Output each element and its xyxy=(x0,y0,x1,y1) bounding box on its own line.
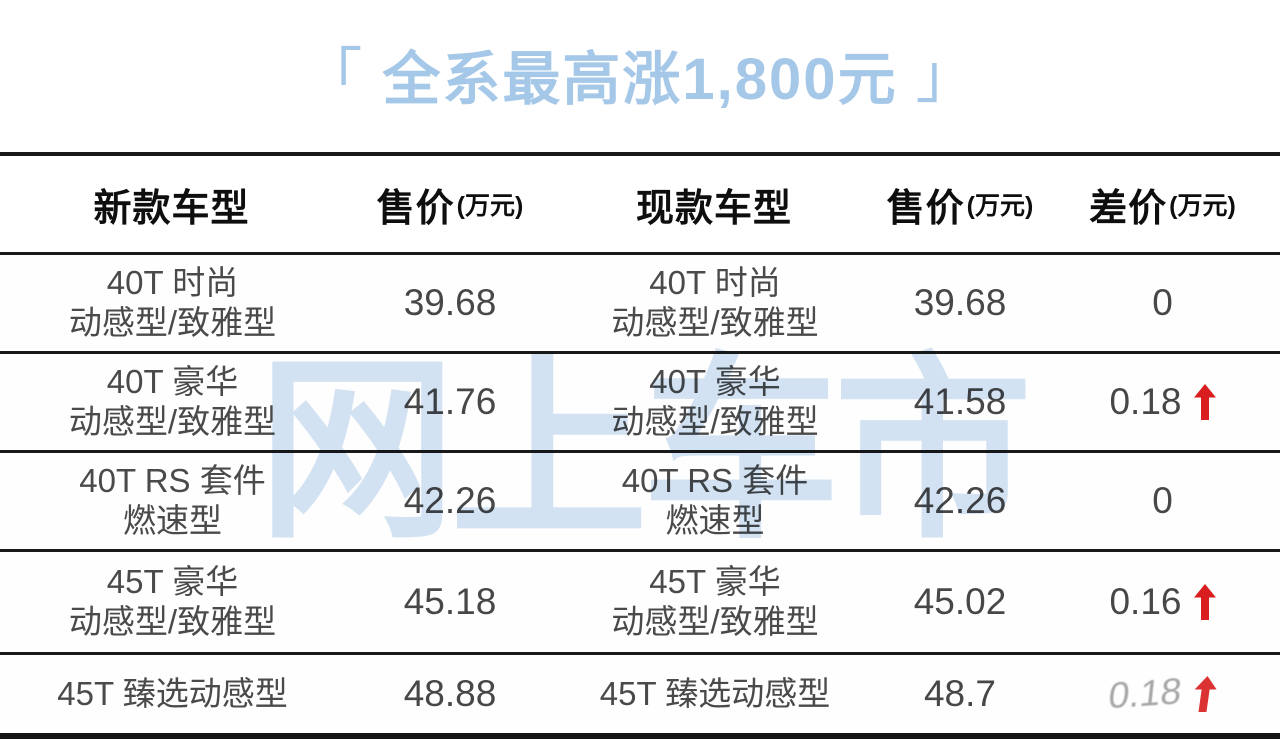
current-model-cell: 40T 时尚 动感型/致雅型 xyxy=(611,263,819,341)
current-model-cell: 45T 豪华 动感型/致雅型 xyxy=(611,562,819,640)
header-current-model: 现款车型 xyxy=(635,187,792,230)
up-arrow-icon xyxy=(1191,676,1218,712)
table-row: 40T 豪华 动感型/致雅型 41.76 40T 豪华 动感型/致雅型 41.5… xyxy=(0,354,1280,453)
price-table: 新款车型 售价 (万元) 现款车型 售价 (万元) 差价 (万元) 40T 时尚 动感… xyxy=(0,152,1280,739)
diff-cell: 0 xyxy=(1045,255,1280,351)
new-model-cell: 40T RS 套件 燃速型 xyxy=(79,461,266,539)
up-arrow-icon xyxy=(1193,384,1216,420)
current-price-cell: 41.58 xyxy=(913,381,1007,422)
diff-value: 0.18 xyxy=(1109,381,1182,422)
header-price-diff: 差价 (万元) xyxy=(1089,187,1236,230)
diff-cell: 0.16 xyxy=(1045,552,1280,652)
price-table-body: 40T 时尚 动感型/致雅型 39.68 40T 时尚 动感型/致雅型 39.6… xyxy=(0,255,1280,739)
table-row: 45T 豪华 动感型/致雅型 45.18 45T 豪华 动感型/致雅型 45.0… xyxy=(0,552,1280,655)
diff-value: 0 xyxy=(1152,282,1173,323)
current-price-cell: 39.68 xyxy=(913,282,1007,323)
diff-value: 0.18 xyxy=(1107,670,1185,717)
page-title: 「全系最高涨1,800元」 xyxy=(0,30,1280,117)
diff-cell: 0.18 xyxy=(1045,354,1280,450)
new-price-cell: 41.76 xyxy=(403,381,497,422)
diff-cell: 0.18 xyxy=(1045,655,1280,733)
bracket-right-icon: 」 xyxy=(915,43,978,110)
table-row: 45T 臻选动感型 48.88 45T 臻选动感型 48.7 0.18 xyxy=(0,655,1280,739)
current-price-cell: 48.7 xyxy=(923,673,996,714)
table-row: 40T RS 套件 燃速型 42.26 40T RS 套件 燃速型 42.26 … xyxy=(0,453,1280,552)
new-model-cell: 45T 豪华 动感型/致雅型 xyxy=(68,562,277,640)
current-model-cell: 45T 臻选动感型 xyxy=(599,674,831,712)
bracket-left-icon: 「 xyxy=(302,43,365,110)
diff-value: 0 xyxy=(1152,480,1173,521)
table-header-row: 新款车型 售价 (万元) 现款车型 售价 (万元) 差价 (万元) xyxy=(0,156,1280,255)
diff-value: 0.16 xyxy=(1109,581,1182,622)
new-price-cell: 45.18 xyxy=(403,581,497,622)
new-price-cell: 39.68 xyxy=(403,282,497,323)
current-model-cell: 40T RS 套件 燃速型 xyxy=(621,461,809,539)
new-model-cell: 45T 臻选动感型 xyxy=(57,674,288,712)
new-price-cell: 48.88 xyxy=(403,673,497,714)
new-model-cell: 40T 豪华 动感型/致雅型 xyxy=(68,362,277,440)
diff-cell: 0 xyxy=(1045,453,1280,549)
up-arrow-icon xyxy=(1193,584,1216,620)
new-model-cell: 40T 时尚 动感型/致雅型 xyxy=(68,263,277,341)
header-new-price: 售价 (万元) xyxy=(376,187,524,230)
current-model-cell: 40T 豪华 动感型/致雅型 xyxy=(611,362,819,440)
table-row: 40T 时尚 动感型/致雅型 39.68 40T 时尚 动感型/致雅型 39.6… xyxy=(0,255,1280,354)
new-price-cell: 42.26 xyxy=(403,480,497,521)
page-title-text: 全系最高涨1,800元 xyxy=(382,47,898,112)
current-price-cell: 42.26 xyxy=(913,480,1007,521)
header-new-model: 新款车型 xyxy=(93,187,250,230)
current-price-cell: 45.02 xyxy=(913,581,1007,622)
header-current-price: 售价 (万元) xyxy=(886,187,1034,230)
